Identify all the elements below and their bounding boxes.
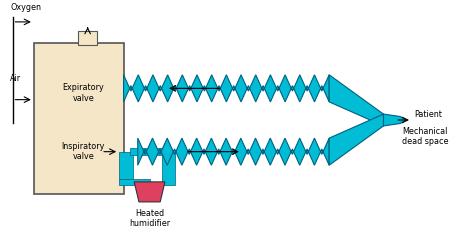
Bar [119, 152, 133, 179]
Bar [78, 31, 97, 46]
Text: Inspiratory
valve: Inspiratory valve [62, 142, 105, 161]
Polygon shape [329, 114, 383, 165]
Bar [119, 179, 150, 185]
Polygon shape [138, 138, 329, 165]
Polygon shape [134, 182, 165, 202]
Text: Patient: Patient [414, 110, 442, 118]
Polygon shape [329, 75, 383, 126]
Text: Mechanical
dead space: Mechanical dead space [402, 127, 449, 146]
Polygon shape [383, 114, 406, 126]
Polygon shape [124, 75, 329, 102]
Text: Air: Air [10, 74, 21, 83]
Bar [34, 43, 124, 194]
Bar [130, 148, 162, 155]
Bar [162, 152, 175, 185]
Text: Heated
humidifier: Heated humidifier [129, 209, 170, 228]
Text: Expiratory
valve: Expiratory valve [62, 83, 104, 103]
Text: Oxygen: Oxygen [10, 4, 41, 13]
